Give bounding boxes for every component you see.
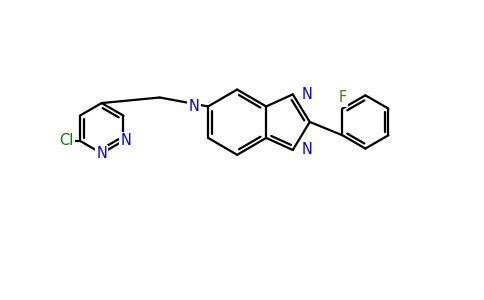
- Text: N: N: [96, 146, 107, 161]
- Text: N: N: [302, 87, 312, 102]
- Text: N: N: [189, 99, 199, 114]
- Text: N: N: [121, 133, 131, 148]
- Text: Cl: Cl: [59, 133, 74, 148]
- Text: F: F: [338, 91, 347, 106]
- Text: N: N: [302, 142, 312, 158]
